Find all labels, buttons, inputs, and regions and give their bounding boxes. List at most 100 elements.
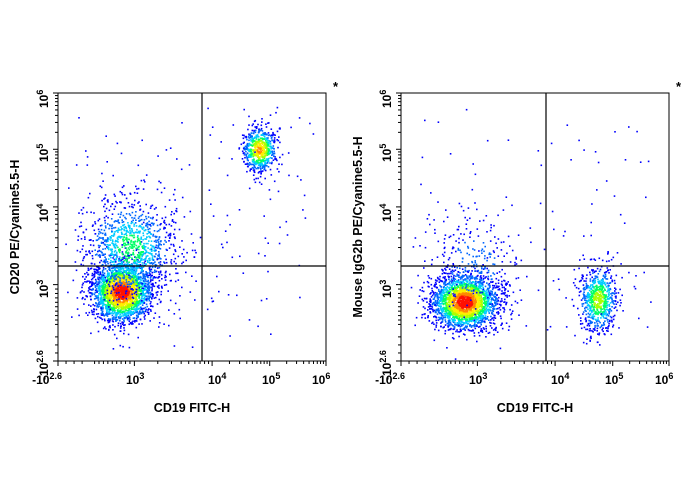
event-dot xyxy=(95,282,97,284)
event-dot xyxy=(502,307,504,309)
event-dot xyxy=(263,150,265,152)
event-dot xyxy=(131,211,134,214)
event-dot xyxy=(119,303,122,306)
event-dot xyxy=(124,286,127,288)
event-dot xyxy=(133,303,136,305)
event-dot xyxy=(163,219,166,222)
event-dot xyxy=(433,302,435,305)
event-dot xyxy=(112,257,114,259)
event-dot xyxy=(264,155,267,157)
event-dot xyxy=(248,134,250,137)
event-dot xyxy=(101,269,104,272)
event-dot xyxy=(106,199,109,202)
event-dot xyxy=(113,255,115,258)
event-dot xyxy=(89,286,91,288)
event-dot xyxy=(110,256,112,259)
event-dot xyxy=(145,298,147,301)
event-dot xyxy=(142,234,145,237)
event-dot xyxy=(90,267,93,270)
event-dot xyxy=(87,196,90,199)
event-dot xyxy=(158,266,161,269)
event-dot xyxy=(265,152,267,155)
event-dot xyxy=(165,149,168,151)
event-dot xyxy=(268,149,271,152)
event-dot xyxy=(121,307,124,310)
event-dot xyxy=(124,259,127,261)
event-dot xyxy=(148,298,150,300)
event-dot xyxy=(119,270,121,273)
event-dot xyxy=(173,212,175,215)
event-dot xyxy=(116,142,119,145)
event-dot xyxy=(132,288,135,290)
event-dot xyxy=(119,306,122,308)
event-dot xyxy=(139,256,141,258)
event-dot xyxy=(257,164,260,167)
event-dot xyxy=(119,285,122,288)
event-dot xyxy=(440,316,443,319)
event-dot xyxy=(98,303,101,305)
event-dot xyxy=(133,234,135,236)
event-dot xyxy=(95,295,98,297)
event-dot xyxy=(122,244,124,246)
event-dot xyxy=(95,268,98,271)
event-dot xyxy=(140,276,142,279)
event-dot xyxy=(248,164,250,166)
event-dot xyxy=(253,153,256,155)
event-dot xyxy=(141,304,144,306)
event-dot xyxy=(128,269,131,272)
event-dot xyxy=(114,325,116,328)
event-dot xyxy=(101,172,103,175)
event-dot xyxy=(104,222,107,224)
event-dot xyxy=(254,151,256,153)
event-dot xyxy=(263,155,265,158)
event-dot xyxy=(123,329,126,332)
event-dot xyxy=(491,290,493,293)
event-dot xyxy=(82,282,84,285)
event-dot xyxy=(124,284,126,286)
event-dot xyxy=(94,286,97,288)
event-dot xyxy=(271,147,274,149)
event-dot xyxy=(144,258,147,260)
event-dot xyxy=(108,305,111,307)
event-dot xyxy=(141,259,143,261)
event-dot xyxy=(132,304,134,306)
event-dot xyxy=(480,287,482,290)
event-dot xyxy=(121,186,124,189)
event-dot xyxy=(123,242,125,245)
event-dot xyxy=(108,274,111,276)
event-dot xyxy=(102,248,104,250)
event-dot xyxy=(151,245,154,247)
event-dot xyxy=(144,277,146,280)
event-dot xyxy=(154,312,157,314)
event-dot xyxy=(121,244,123,246)
event-dot xyxy=(108,321,111,323)
event-dot xyxy=(145,288,147,291)
event-dot xyxy=(105,328,107,330)
event-dot xyxy=(130,279,133,282)
event-dot xyxy=(106,289,109,292)
event-dot xyxy=(128,255,131,257)
event-dot xyxy=(150,250,153,252)
event-dot xyxy=(121,251,124,253)
event-dot xyxy=(120,272,122,275)
event-dot xyxy=(150,205,152,208)
event-dot xyxy=(100,301,102,303)
event-dot xyxy=(119,296,122,298)
event-dot xyxy=(96,304,99,307)
event-dot xyxy=(179,246,181,248)
event-dot xyxy=(132,241,135,243)
event-dot xyxy=(128,263,131,266)
event-dot xyxy=(252,169,255,171)
event-dot xyxy=(146,223,149,226)
event-dot xyxy=(129,277,132,280)
event-dot xyxy=(122,275,124,278)
event-dot xyxy=(102,261,105,263)
event-dot xyxy=(137,230,140,233)
event-dot xyxy=(144,229,146,232)
event-dot xyxy=(134,240,137,243)
event-dot xyxy=(97,238,100,240)
event-dot xyxy=(85,253,87,256)
event-dot xyxy=(278,170,280,173)
event-dot xyxy=(119,322,122,325)
event-dot xyxy=(140,266,142,268)
